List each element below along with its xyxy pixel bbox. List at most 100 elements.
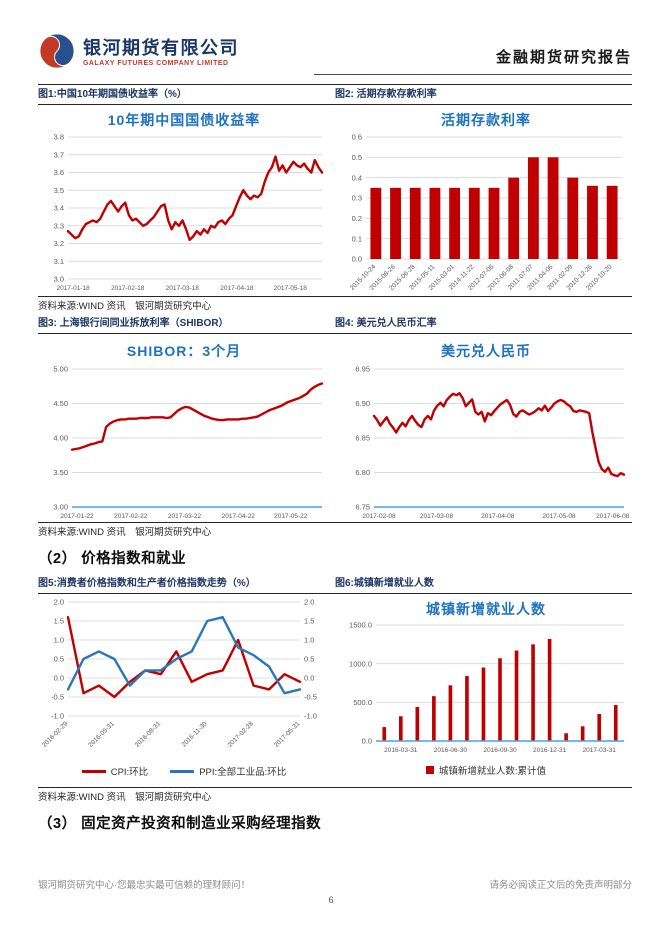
- svg-text:2017-05-18: 2017-05-18: [274, 285, 308, 292]
- svg-text:2017-04-18: 2017-04-18: [220, 285, 254, 292]
- svg-text:0.5: 0.5: [54, 655, 64, 664]
- svg-text:0.0: 0.0: [362, 737, 372, 746]
- svg-text:3.1: 3.1: [54, 257, 64, 266]
- svg-text:0.5: 0.5: [304, 655, 314, 664]
- svg-text:4.00: 4.00: [53, 434, 68, 443]
- legend-label: PPI:全部工业品:环比: [199, 767, 287, 778]
- chart-title: 10年期中国国债收益率: [107, 112, 261, 128]
- company-logo: 银河期货有限公司 GALAXY FUTURES COMPANY LIMITED: [38, 32, 239, 75]
- svg-text:2016-08-31: 2016-08-31: [134, 720, 163, 749]
- svg-text:5.00: 5.00: [53, 365, 68, 374]
- company-name-cn: 银河期货有限公司: [83, 38, 239, 59]
- svg-text:6.95: 6.95: [355, 365, 370, 374]
- svg-text:1000.0: 1000.0: [349, 659, 372, 668]
- svg-text:0.0: 0.0: [352, 255, 362, 264]
- section-heading-3: （3） 固定资产投资和制造业采购经理指数: [38, 816, 322, 832]
- svg-text:0.3: 0.3: [352, 194, 362, 203]
- chart-canvas: 0.0 500.0 1000.0 1500.0 2016-03-31 2016-06-30…: [349, 621, 624, 754]
- svg-text:2017-02-18: 2017-02-18: [111, 285, 145, 292]
- svg-text:3.8: 3.8: [54, 133, 64, 142]
- svg-text:2016-06-30: 2016-06-30: [434, 747, 468, 754]
- caption-row-3: 图5:消费者价格指数和生产者价格指数走势（%） 图6:城镇新增就业人数: [38, 574, 632, 594]
- svg-text:-0.5: -0.5: [51, 693, 64, 702]
- chart-box-usdcny: 美元兑人民币 6.75 6.80 6.85 6.90 6.95 2017-02-08 201…: [340, 334, 632, 526]
- chart-row-3: -1.0 -1.0 -0.5 -0.5 0.0 0.0 0.5 0.5 1.0 1.0 1.5 1.5…: [38, 594, 632, 787]
- svg-text:2017-05-31: 2017-05-31: [273, 720, 302, 749]
- svg-text:2.0: 2.0: [54, 598, 64, 607]
- svg-text:3.3: 3.3: [54, 221, 64, 230]
- svg-text:0.5: 0.5: [352, 153, 362, 162]
- chart-10y-treasury-yield: 3.0 3.1 3.2 3.3 3.4 3.5 3.6 3.7 3.8 2017-01-18 201…: [38, 130, 330, 298]
- svg-text:1500.0: 1500.0: [349, 621, 372, 630]
- svg-text:2016-12-31: 2016-12-31: [533, 747, 567, 754]
- svg-text:3.6: 3.6: [54, 168, 64, 177]
- section-heading-2: （2） 价格指数和就业: [38, 551, 187, 567]
- svg-text:2017-03-22: 2017-03-22: [168, 513, 202, 520]
- svg-text:-1.0: -1.0: [51, 712, 64, 721]
- chart-box-treasury-yield: 10年期中国国债收益率 3.0 3.1 3.2 3.3 3.4 3.5 3.6 3.7 3.8 2…: [38, 105, 330, 298]
- svg-text:2017-01-22: 2017-01-22: [60, 513, 94, 520]
- footer-slogan: 银河期货研究中心·您最忠实最可信赖的理财顾问！: [38, 880, 251, 891]
- chart-row-1: 10年期中国国债收益率 3.0 3.1 3.2 3.3 3.4 3.5 3.6 3.7 3.8 2…: [38, 105, 632, 296]
- svg-text:2.0: 2.0: [304, 598, 314, 607]
- svg-text:-1.0: -1.0: [304, 712, 317, 721]
- legend-item: 城镇新增就业人数:累计值: [425, 763, 546, 777]
- galaxy-swirl-icon: [38, 32, 76, 75]
- chart-usd-cny: 6.75 6.80 6.85 6.90 6.95 2017-02-08 2017-03-08…: [340, 361, 632, 526]
- svg-text:3.00: 3.00: [53, 503, 68, 512]
- svg-text:2017-05-08: 2017-05-08: [542, 513, 576, 520]
- svg-text:1.0: 1.0: [304, 636, 314, 645]
- header-rule: [314, 74, 632, 75]
- chart-shibor-3m: 3.00 3.50 4.00 4.50 5.00 2017-01-22 2017-02-22…: [38, 361, 330, 526]
- caption-fig2: 图2: 活期存款存款利率: [335, 89, 437, 100]
- chart-canvas: -1.0 -1.0 -0.5 -0.5 0.0 0.0 0.5 0.5 1.0 1.0 1.5 1.5…: [41, 598, 317, 749]
- chart-legend: CPI:环比 PPI:全部工业品:环比: [38, 764, 330, 778]
- svg-text:3.50: 3.50: [53, 468, 68, 477]
- chart-cpi-ppi: -1.0 -1.0 -0.5 -0.5 0.0 0.0 0.5 0.5 1.0 1.0 1.5 1.5…: [38, 594, 330, 778]
- chart-demand-deposit-rate: 0.0 0.1 0.2 0.3 0.4 0.5 0.6 2015-10-24 2015-08-2…: [340, 130, 632, 302]
- chart-title: 活期存款利率: [441, 112, 531, 128]
- caption-fig4: 图4: 美元兑人民币汇率: [335, 318, 437, 329]
- svg-text:1.5: 1.5: [54, 617, 64, 626]
- svg-text:2017-03-31: 2017-03-31: [583, 747, 617, 754]
- caption-row-1: 图1:中国10年期国债收益率（%） 图2: 活期存款存款利率: [38, 84, 632, 105]
- footer-disclaimer: 请务必阅读正文后的免责声明部分: [489, 880, 632, 891]
- chart-box-shibor: SHIBOR：3个月 3.00 3.50 4.00 4.50 5.00 2017-01-2…: [38, 334, 330, 526]
- svg-text:3.4: 3.4: [54, 204, 64, 213]
- report-title: 金融期货研究报告: [495, 49, 632, 66]
- svg-text:2017-01-18: 2017-01-18: [56, 285, 90, 292]
- svg-text:3.7: 3.7: [54, 150, 64, 159]
- svg-text:500.0: 500.0: [353, 698, 372, 707]
- legend-swatch-icon: [81, 769, 106, 773]
- chart-canvas: 0.00.10.20.30.40.50.62015-10-242015-08-2…: [349, 133, 622, 292]
- caption-row-2: 图3: 上海银行间同业拆放利率（SHIBOR） 图4: 美元兑人民币汇率: [38, 314, 632, 334]
- svg-text:0.4: 0.4: [352, 173, 362, 182]
- chart-title: SHIBOR：3个月: [126, 343, 242, 359]
- svg-text:2017-02-22: 2017-02-22: [114, 513, 148, 520]
- svg-text:2017-03-08: 2017-03-08: [420, 513, 454, 520]
- svg-text:2016-03-31: 2016-03-31: [384, 747, 418, 754]
- company-name-en: GALAXY FUTURES COMPANY LIMITED: [83, 60, 229, 68]
- svg-text:2017-03-18: 2017-03-18: [166, 285, 200, 292]
- svg-text:3.2: 3.2: [54, 239, 64, 248]
- svg-text:6.90: 6.90: [355, 399, 370, 408]
- svg-text:2016-11-30: 2016-11-30: [180, 720, 208, 748]
- page-header: 银河期货有限公司 GALAXY FUTURES COMPANY LIMITED …: [38, 0, 632, 84]
- legend-label: CPI:环比: [110, 767, 149, 778]
- chart-title: 美元兑人民币: [441, 343, 531, 359]
- chart-box-demand-deposit-rate: 活期存款利率 0.0 0.1 0.2 0.3 0.4 0.5 0.6 2015-10-24 20…: [340, 105, 632, 302]
- legend-swatch-icon: [425, 766, 434, 774]
- caption-fig3: 图3: 上海银行间同业拆放利率（SHIBOR）: [38, 318, 229, 329]
- chart-new-urban-employment: 0.0 500.0 1000.0 1500.0 2016-03-31 2016-06-30…: [340, 619, 632, 777]
- company-name: 银河期货有限公司 GALAXY FUTURES COMPANY LIMITED: [83, 39, 239, 67]
- caption-fig6: 图6:城镇新增就业人数: [335, 578, 434, 589]
- chart-canvas: 6.75 6.80 6.85 6.90 6.95 2017-02-08 2017-03-08…: [355, 365, 630, 520]
- source-note: 资料来源:WIND 资讯 银河期货研究中心: [38, 787, 632, 805]
- svg-text:3.0: 3.0: [54, 275, 64, 284]
- source-note: 资料来源:WIND 资讯 银河期货研究中心: [38, 296, 632, 314]
- svg-text:2017-06-08: 2017-06-08: [596, 513, 630, 520]
- caption-fig5: 图5:消费者价格指数和生产者价格指数走势（%）: [38, 578, 256, 589]
- svg-text:6.85: 6.85: [355, 434, 370, 443]
- svg-text:4.50: 4.50: [53, 399, 68, 408]
